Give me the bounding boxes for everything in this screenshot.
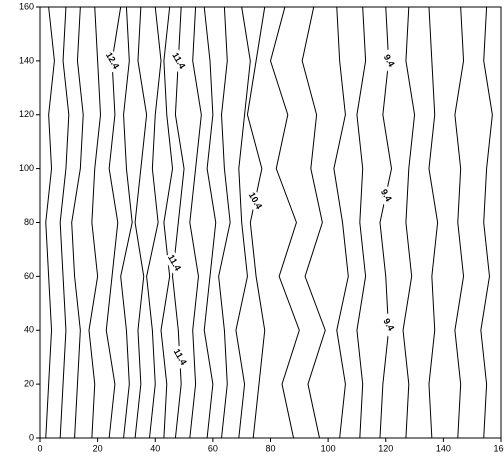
- contour-label-group: 9.4: [378, 313, 399, 337]
- contour-line: [480, 6, 493, 439]
- y-tick-label: 40: [24, 325, 34, 335]
- contour-label-bg: [168, 49, 189, 73]
- contour-line: [301, 6, 326, 439]
- x-tick-label: 160: [493, 443, 504, 453]
- x-tick-label: 120: [378, 443, 393, 453]
- contour-line: [246, 6, 266, 439]
- contour-line: [333, 6, 349, 439]
- contour-line: [379, 6, 393, 439]
- contour-label-bg: [375, 183, 396, 208]
- contour-label-group: 12.4: [101, 49, 123, 73]
- y-tick-label: 60: [24, 271, 34, 281]
- x-tick-label: 100: [321, 443, 336, 453]
- contour-label-bg: [378, 49, 399, 73]
- contour-line: [105, 6, 122, 439]
- contour-line: [218, 6, 231, 439]
- x-tick-label: 40: [150, 443, 160, 453]
- contour-line: [356, 6, 367, 439]
- contour-line: [146, 6, 162, 439]
- contour-line: [59, 6, 70, 439]
- plot-frame: [39, 6, 502, 439]
- contour-line: [454, 6, 465, 439]
- contour-line: [269, 6, 300, 439]
- contour-line: [402, 6, 416, 439]
- contour-label-group: 10.4: [244, 189, 266, 213]
- contour-line: [189, 6, 202, 439]
- contour-line: [45, 6, 55, 439]
- contour-line: [71, 6, 84, 439]
- contour-label-group: 9.4: [375, 183, 396, 208]
- contour-line: [88, 6, 102, 439]
- y-tick-label: 0: [29, 432, 34, 442]
- contour-label-bg: [163, 251, 185, 275]
- contour-line: [428, 6, 439, 439]
- contour-label-group: 11.4: [169, 345, 190, 369]
- contour-line: [160, 6, 174, 439]
- y-tick-label: 80: [24, 217, 34, 227]
- contour-label-bg: [378, 313, 399, 337]
- y-tick-label: 100: [19, 163, 34, 173]
- y-tick-label: 140: [19, 55, 34, 65]
- x-tick-label: 140: [436, 443, 451, 453]
- x-tick-label: 60: [208, 443, 218, 453]
- contour-line: [134, 6, 148, 439]
- y-tick-label: 160: [19, 1, 34, 11]
- x-tick-label: 20: [93, 443, 103, 453]
- contour-line: [203, 6, 217, 439]
- y-tick-label: 20: [24, 379, 34, 389]
- contour-label-bg: [101, 49, 123, 73]
- contour-label-group: 11.4: [168, 49, 189, 73]
- x-tick-label: 80: [265, 443, 275, 453]
- contour-label-bg: [169, 345, 190, 369]
- y-tick-label: 120: [19, 109, 34, 119]
- contour-line: [235, 6, 251, 439]
- contour-label-group: 9.4: [378, 49, 399, 73]
- contour-line: [120, 6, 133, 439]
- x-tick-label: 0: [37, 443, 42, 453]
- contour-label-bg: [244, 189, 266, 213]
